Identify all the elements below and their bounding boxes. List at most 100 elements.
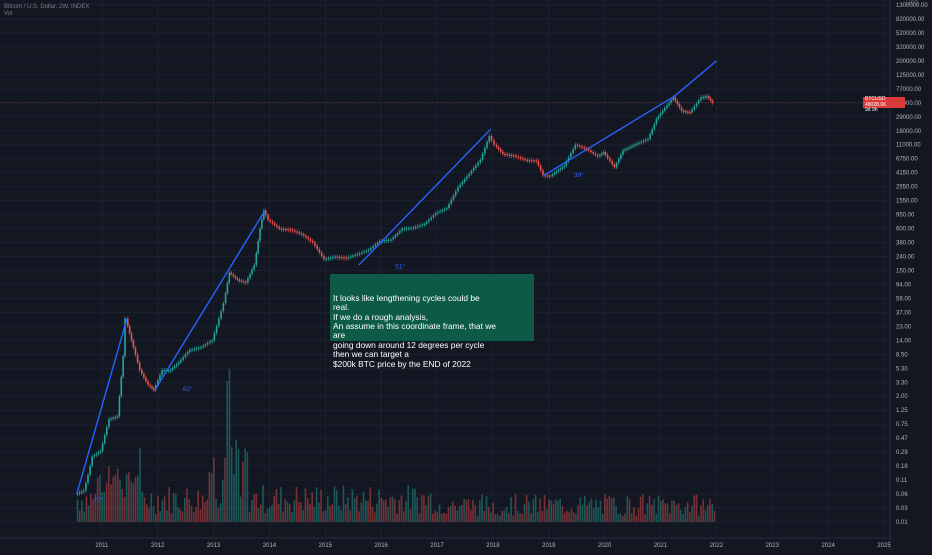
- price-candle: [159, 375, 161, 381]
- volume-bar: [121, 488, 124, 522]
- y-tick-label: 3.30: [896, 380, 908, 386]
- price-candle: [706, 96, 708, 98]
- price-candle: [161, 370, 163, 376]
- price-candle: [657, 116, 660, 119]
- price-candle: [173, 366, 176, 369]
- price-candle: [515, 155, 517, 157]
- volume-bar: [402, 511, 405, 522]
- volume-bar: [557, 500, 559, 522]
- price-candle: [110, 418, 112, 420]
- volume-bar: [409, 508, 412, 522]
- volume-bar: [159, 511, 162, 522]
- price-candle: [583, 147, 586, 149]
- y-tick-label: 37.00: [896, 310, 912, 316]
- price-candle: [323, 255, 325, 260]
- volume-bar: [566, 510, 568, 522]
- price-candle: [521, 158, 524, 160]
- x-tick-label: 2022: [710, 543, 724, 549]
- volume-bar: [418, 513, 421, 522]
- volume-bar: [387, 506, 389, 522]
- volume-bar: [657, 495, 660, 522]
- volume-bar: [525, 495, 528, 522]
- volume-bar: [516, 511, 519, 522]
- price-candle: [628, 147, 630, 149]
- price-candle: [234, 276, 237, 278]
- volume-bar: [637, 508, 640, 522]
- price-candle: [294, 230, 296, 232]
- price-candle: [472, 168, 475, 171]
- volume-bar: [485, 496, 488, 522]
- price-candle: [145, 377, 147, 382]
- y-tick-label: 150.00: [896, 268, 915, 274]
- volume-bar: [604, 494, 606, 522]
- volume-bar: [315, 487, 318, 522]
- volume-bar: [177, 507, 179, 522]
- price-candle: [118, 396, 121, 417]
- volume-bar: [306, 497, 309, 522]
- volume-bar: [81, 500, 83, 522]
- price-candle: [565, 161, 568, 166]
- price-candle: [87, 474, 89, 484]
- price-candle: [211, 340, 213, 342]
- volume-bar: [668, 512, 671, 522]
- volume-bar: [490, 512, 492, 522]
- volume-bar: [711, 504, 713, 522]
- price-candle: [253, 265, 256, 270]
- price-candle: [410, 227, 412, 229]
- volume-bar: [512, 515, 515, 522]
- price-candle: [452, 195, 455, 200]
- volume-bar: [407, 485, 410, 522]
- price-candle: [153, 388, 155, 391]
- volume-bar: [233, 474, 235, 522]
- volume-bar: [275, 489, 278, 522]
- price-candle: [611, 161, 613, 165]
- price-candle: [167, 370, 170, 372]
- y-tick-label: 59.00: [896, 296, 912, 302]
- price-candle: [647, 138, 649, 141]
- volume-bar: [659, 501, 662, 522]
- price-candle: [530, 160, 533, 162]
- price-candle: [261, 219, 263, 229]
- price-tag-symbol: BTCUSD: [865, 96, 886, 102]
- volume-bar: [168, 487, 170, 522]
- volume-bar: [597, 507, 600, 522]
- volume-bar: [458, 505, 461, 522]
- y-tick-label: 2.00: [896, 394, 908, 400]
- volume-bar: [221, 480, 224, 522]
- volume-bar: [420, 495, 423, 522]
- volume-bar: [494, 513, 497, 522]
- chart-title: Bitcoin / U.S. Dollar, 2W, INDEX: [4, 4, 90, 10]
- price-candle: [106, 426, 108, 436]
- volume-bar: [114, 474, 117, 522]
- volume-bar: [398, 500, 401, 522]
- y-axis: 1300000.00 820000.00 520000.00 320000.00 200…: [896, 3, 928, 526]
- price-candle: [463, 179, 466, 182]
- volume-bar: [181, 511, 184, 522]
- price-candle: [147, 381, 149, 385]
- price-candle: [412, 227, 415, 229]
- price-candle: [309, 239, 312, 241]
- price-candle: [236, 277, 239, 280]
- volume-bar: [677, 503, 680, 522]
- volume-bar: [487, 506, 490, 522]
- x-tick-label: 2023: [766, 543, 780, 549]
- volume-bar: [633, 507, 635, 522]
- y-tick-label: 29000.00: [896, 115, 922, 121]
- volume-bar: [230, 447, 233, 522]
- volume-bar: [541, 510, 544, 522]
- y-tick-label: 200000.00: [896, 59, 925, 65]
- price-candle: [486, 141, 488, 148]
- volume-bar: [356, 495, 358, 522]
- price-candle: [572, 148, 574, 154]
- price-candle: [659, 113, 662, 117]
- trend-line: [76, 318, 128, 495]
- price-candle: [428, 219, 430, 222]
- price-candle: [143, 373, 145, 378]
- volume-bar: [443, 512, 445, 522]
- price-candle: [385, 240, 388, 242]
- x-tick-label: 2024: [821, 543, 835, 549]
- price-candle: [374, 244, 377, 247]
- volume-bar: [78, 510, 81, 522]
- price-candle: [594, 153, 597, 155]
- price-tag: BTCUSD 48028.96 9d 9h: [863, 96, 905, 113]
